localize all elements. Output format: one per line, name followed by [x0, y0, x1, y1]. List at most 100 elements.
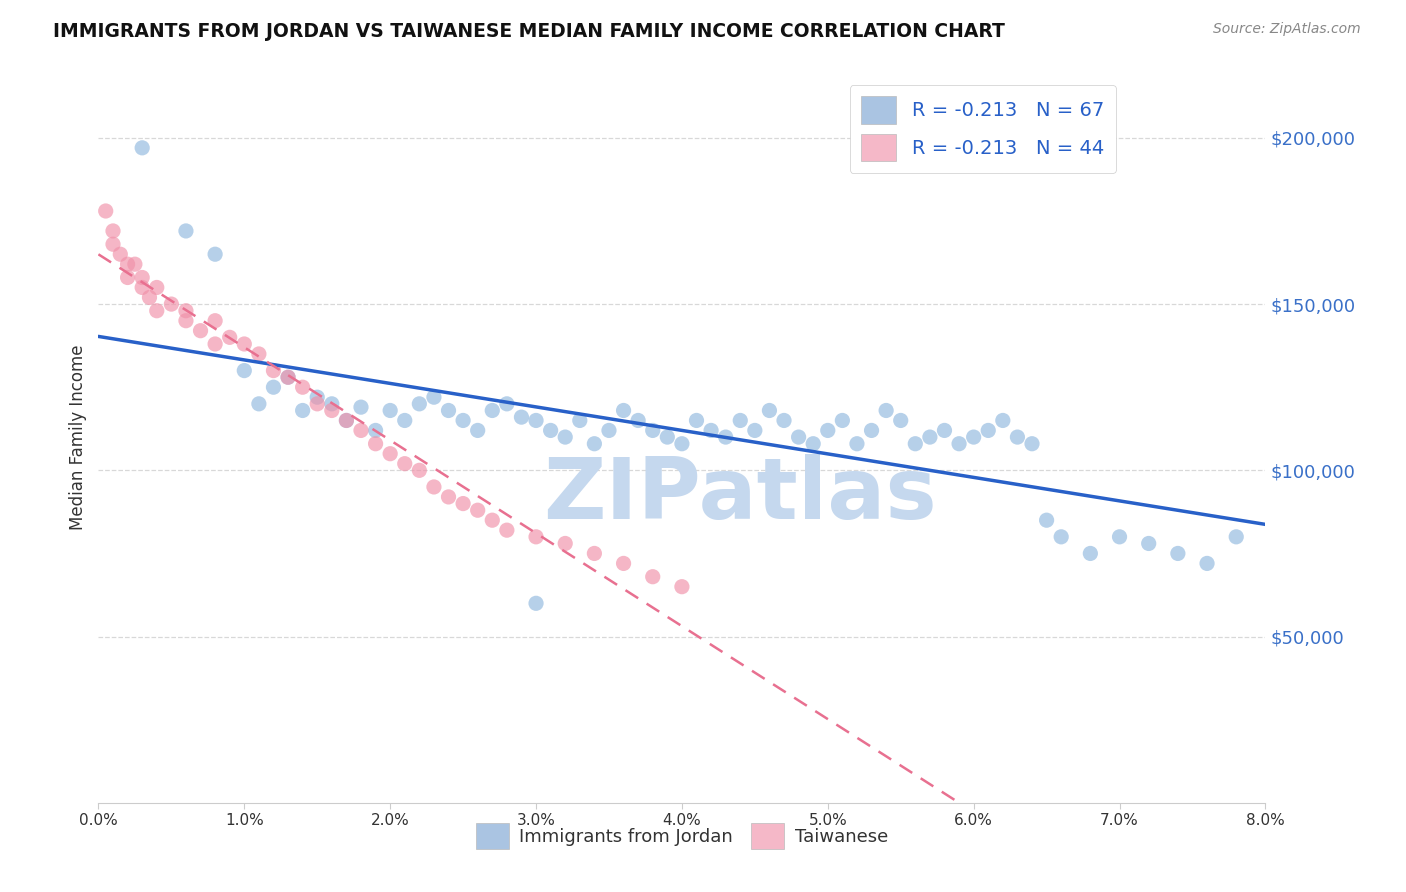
Point — [860, 424, 883, 438]
Point — [496, 397, 519, 411]
Point — [583, 546, 606, 560]
Point — [117, 270, 139, 285]
Point — [131, 280, 153, 294]
Point — [671, 580, 693, 594]
Point — [94, 204, 117, 219]
Point — [1108, 530, 1130, 544]
Point — [657, 430, 679, 444]
Point — [554, 430, 576, 444]
Point — [394, 413, 416, 427]
Point — [110, 247, 132, 261]
Point — [467, 503, 489, 517]
Point — [131, 141, 153, 155]
Point — [423, 480, 446, 494]
Point — [335, 413, 357, 427]
Point — [190, 324, 212, 338]
Point — [247, 397, 270, 411]
Point — [204, 337, 226, 351]
Point — [101, 224, 124, 238]
Point — [568, 413, 591, 427]
Point — [598, 424, 620, 438]
Point — [685, 413, 707, 427]
Point — [1080, 546, 1102, 560]
Point — [380, 447, 402, 461]
Point — [174, 303, 197, 318]
Point — [817, 424, 839, 438]
Point — [730, 413, 752, 427]
Point — [977, 424, 1000, 438]
Point — [934, 424, 956, 438]
Point — [174, 224, 197, 238]
Point — [321, 397, 343, 411]
Point — [1137, 536, 1160, 550]
Point — [801, 436, 824, 450]
Legend: Immigrants from Jordan, Taiwanese: Immigrants from Jordan, Taiwanese — [468, 816, 896, 856]
Point — [890, 413, 912, 427]
Point — [641, 570, 664, 584]
Point — [218, 330, 240, 344]
Point — [174, 314, 197, 328]
Point — [350, 400, 373, 414]
Point — [845, 436, 868, 450]
Point — [408, 397, 430, 411]
Point — [1225, 530, 1247, 544]
Point — [131, 270, 153, 285]
Point — [117, 257, 139, 271]
Point — [138, 290, 160, 304]
Point — [627, 413, 650, 427]
Point — [335, 413, 357, 427]
Point — [277, 370, 299, 384]
Point — [773, 413, 796, 427]
Point — [758, 403, 780, 417]
Point — [612, 403, 634, 417]
Point — [350, 424, 373, 438]
Point — [481, 403, 503, 417]
Point — [364, 424, 387, 438]
Point — [510, 410, 533, 425]
Point — [554, 536, 576, 550]
Point — [262, 363, 284, 377]
Point — [481, 513, 503, 527]
Point — [204, 314, 226, 328]
Point — [962, 430, 984, 444]
Point — [321, 403, 343, 417]
Point — [146, 303, 169, 318]
Point — [307, 397, 329, 411]
Point — [948, 436, 970, 450]
Y-axis label: Median Family Income: Median Family Income — [69, 344, 87, 530]
Point — [101, 237, 124, 252]
Point — [1035, 513, 1057, 527]
Point — [277, 370, 299, 384]
Point — [291, 380, 314, 394]
Point — [1197, 557, 1219, 571]
Point — [524, 530, 547, 544]
Point — [1050, 530, 1073, 544]
Point — [1167, 546, 1189, 560]
Point — [291, 403, 314, 417]
Point — [524, 596, 547, 610]
Point — [787, 430, 810, 444]
Point — [364, 436, 387, 450]
Point — [496, 523, 519, 537]
Point — [831, 413, 853, 427]
Point — [671, 436, 693, 450]
Point — [307, 390, 329, 404]
Point — [394, 457, 416, 471]
Point — [875, 403, 897, 417]
Point — [451, 413, 474, 427]
Point — [918, 430, 941, 444]
Point — [583, 436, 606, 450]
Point — [423, 390, 446, 404]
Point — [744, 424, 766, 438]
Point — [437, 403, 460, 417]
Point — [467, 424, 489, 438]
Point — [524, 413, 547, 427]
Text: IMMIGRANTS FROM JORDAN VS TAIWANESE MEDIAN FAMILY INCOME CORRELATION CHART: IMMIGRANTS FROM JORDAN VS TAIWANESE MEDI… — [53, 22, 1005, 41]
Point — [641, 424, 664, 438]
Point — [204, 247, 226, 261]
Text: Source: ZipAtlas.com: Source: ZipAtlas.com — [1213, 22, 1361, 37]
Point — [160, 297, 183, 311]
Point — [146, 280, 169, 294]
Point — [380, 403, 402, 417]
Point — [437, 490, 460, 504]
